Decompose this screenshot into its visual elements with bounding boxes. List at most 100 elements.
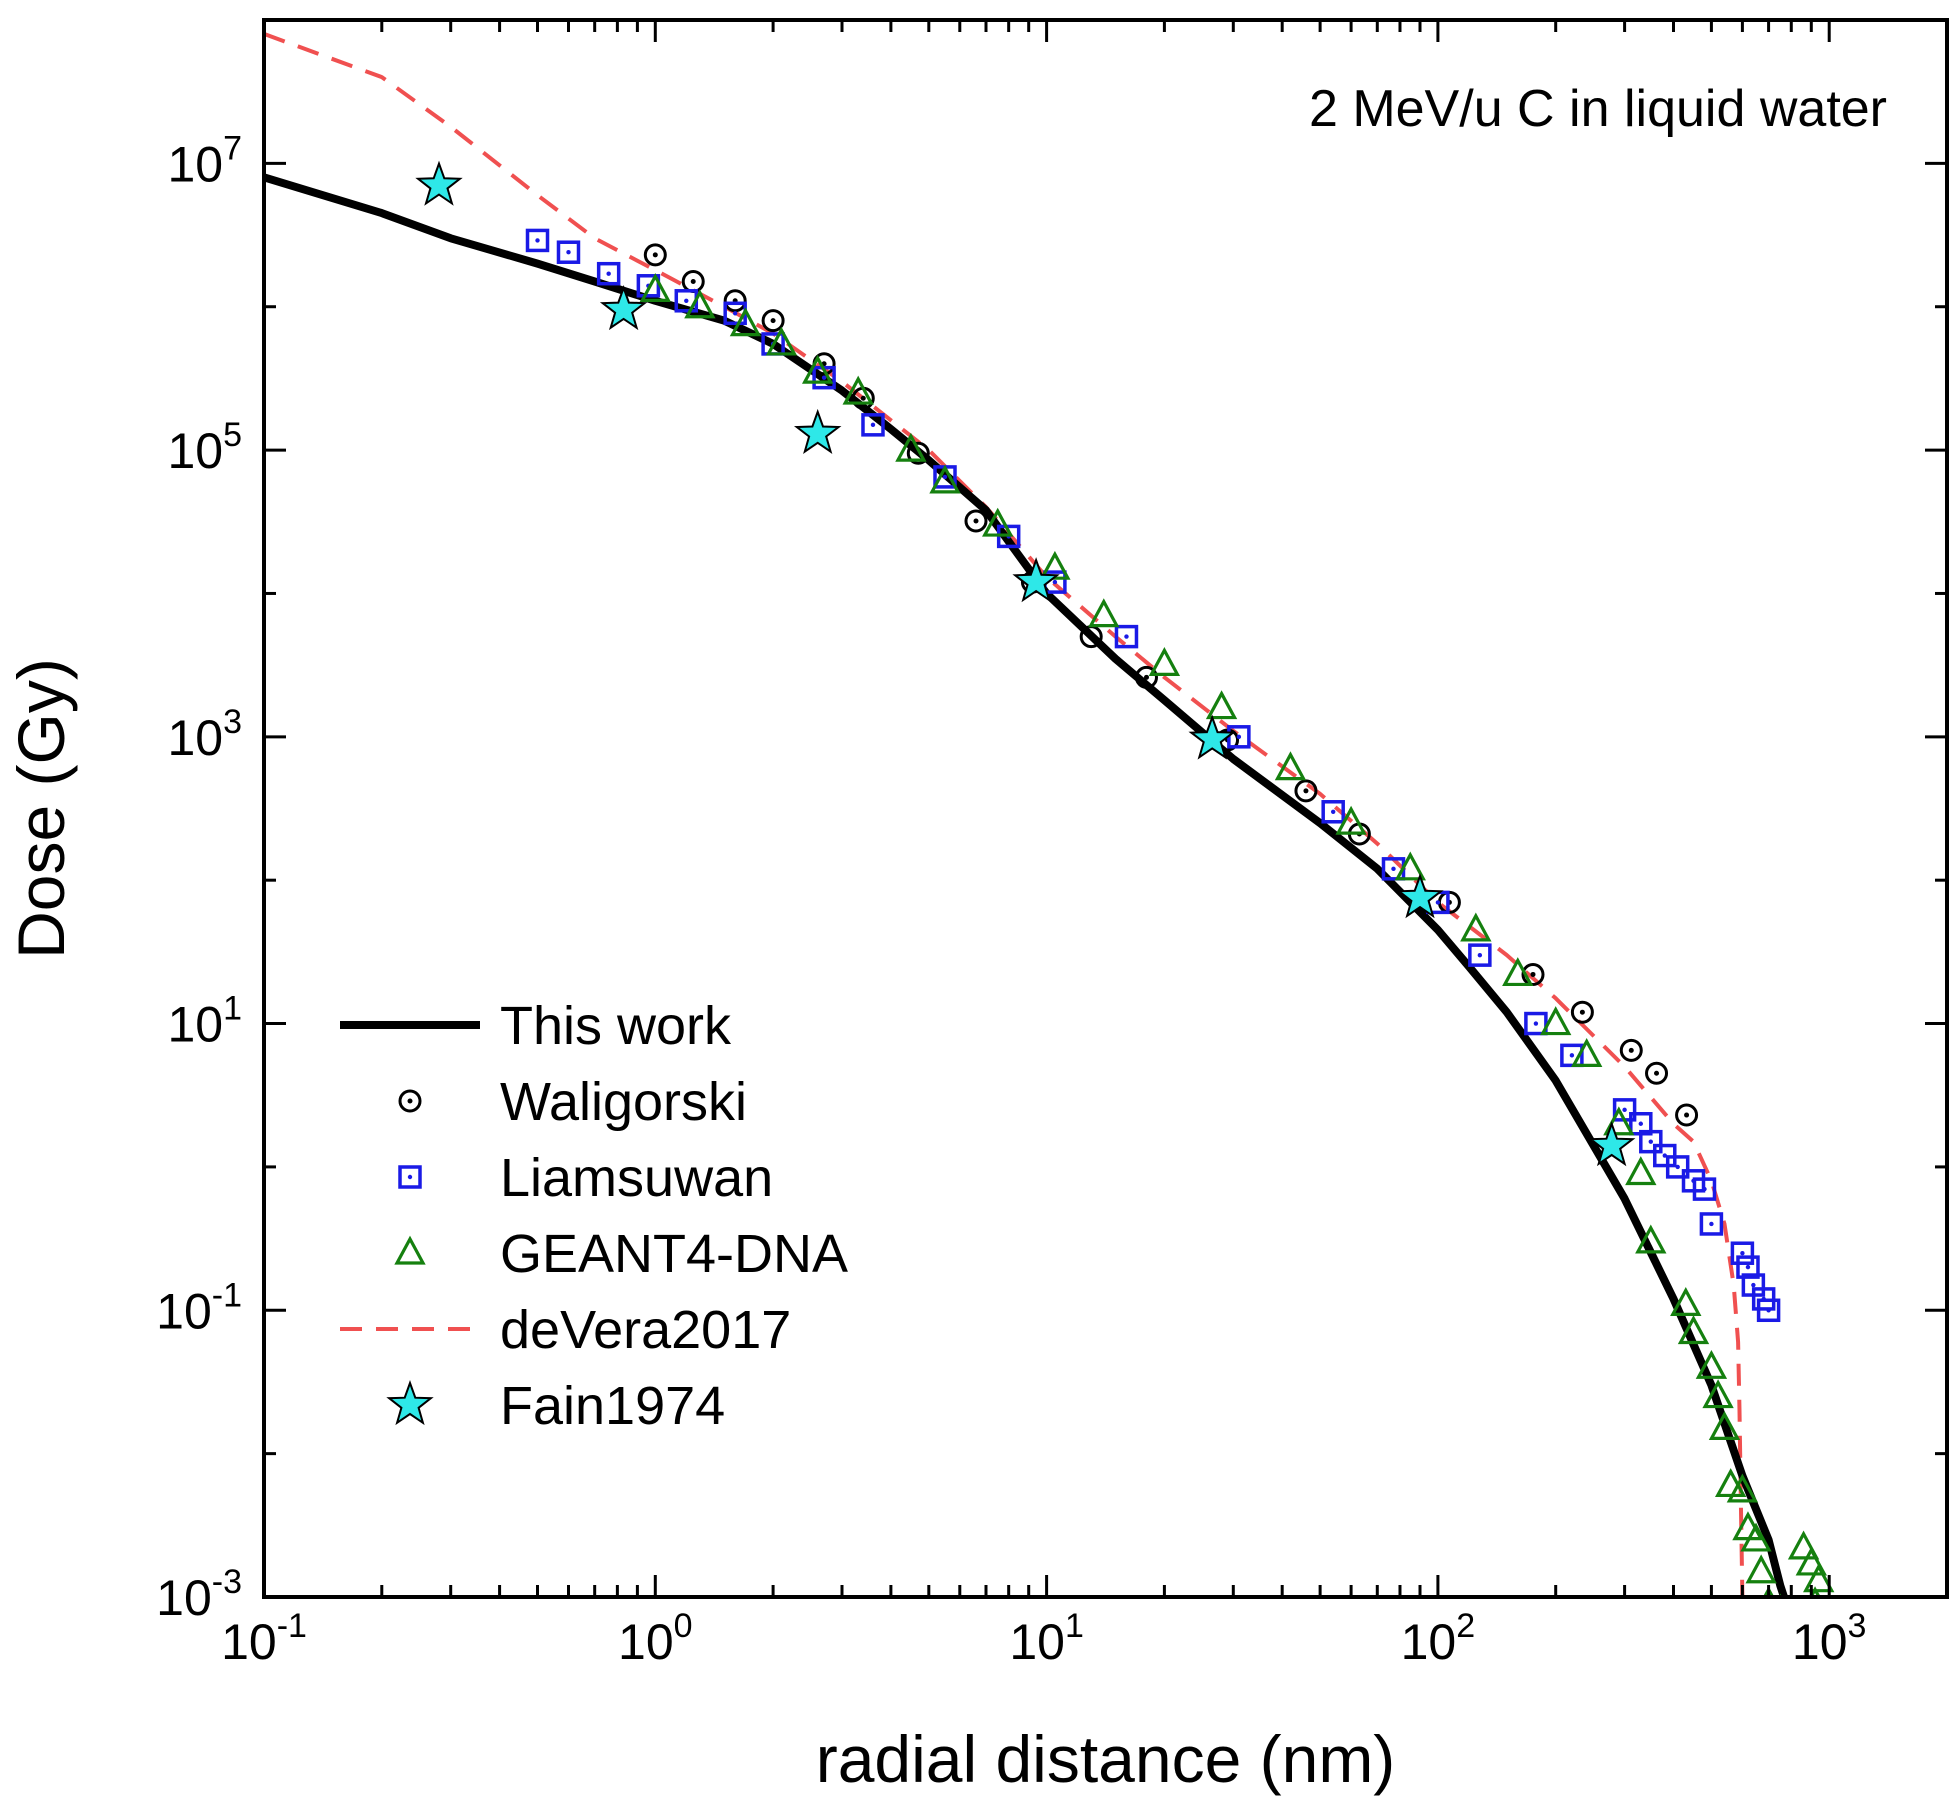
y-tick-label: 103 bbox=[167, 703, 242, 766]
x-axis-title: radial distance (nm) bbox=[816, 1722, 1396, 1796]
data-point-waligorski bbox=[723, 289, 747, 313]
data-point-geant4-dna bbox=[801, 354, 834, 384]
legend-label: Waligorski bbox=[500, 1072, 747, 1132]
data-point-geant4-dna bbox=[1570, 1037, 1603, 1067]
legend: This work Waligorski Liamsuwan GEANT4-DNA de… bbox=[340, 996, 848, 1436]
legend-item-this-work: This work bbox=[340, 996, 732, 1056]
data-point-geant4-dna bbox=[1460, 912, 1492, 942]
data-point-waligorski bbox=[1675, 1103, 1699, 1127]
y-tick-label: 105 bbox=[167, 416, 242, 479]
data-point-geant4-dna bbox=[1335, 805, 1367, 835]
data-point-liamsuwan bbox=[1114, 624, 1139, 649]
data-point-geant4-dna bbox=[1148, 647, 1181, 676]
legend-label: deVera2017 bbox=[500, 1300, 791, 1360]
data-point-liamsuwan bbox=[1524, 1011, 1548, 1036]
y-tick-label: 10-1 bbox=[156, 1276, 242, 1339]
data-point-liamsuwan bbox=[1468, 943, 1492, 967]
data-point-fain1974 bbox=[1587, 1121, 1636, 1167]
legend-swatch bbox=[394, 1235, 426, 1265]
data-point-geant4-dna bbox=[1635, 1224, 1667, 1254]
data-point-geant4-dna bbox=[1394, 851, 1426, 881]
data-point-waligorski bbox=[1294, 779, 1318, 803]
data-point-geant4-dna bbox=[1695, 1349, 1728, 1379]
legend-label: Liamsuwan bbox=[500, 1148, 773, 1208]
data-point-liamsuwan bbox=[1321, 800, 1345, 824]
data-point-geant4-dna bbox=[842, 375, 874, 405]
data-point-liamsuwan bbox=[556, 240, 581, 264]
data-point-liamsuwan bbox=[1665, 1155, 1690, 1179]
chart-annotation: 2 MeV/u C in liquid water bbox=[1309, 80, 1887, 138]
legend-item-liamsuwan: Liamsuwan bbox=[398, 1148, 773, 1208]
data-point-liamsuwan bbox=[1692, 1177, 1717, 1201]
data-point-geant4-dna bbox=[639, 273, 671, 302]
data-point-geant4-dna bbox=[1787, 1530, 1820, 1560]
data-point-geant4-dna bbox=[1795, 1546, 1827, 1576]
data-point-geant4-dna bbox=[1502, 957, 1534, 987]
legend-label: Fain1974 bbox=[500, 1376, 725, 1436]
data-point-waligorski bbox=[643, 243, 667, 267]
y-tick-label: 10-3 bbox=[156, 1563, 242, 1626]
data-point-geant4-dna bbox=[684, 289, 716, 319]
data-point-geant4-dna bbox=[1274, 751, 1307, 781]
data-point-geant4-dna bbox=[1809, 1586, 1821, 1597]
series-this-work bbox=[264, 173, 1789, 1597]
legend-swatch bbox=[398, 1165, 422, 1189]
data-point-waligorski bbox=[1521, 962, 1545, 986]
x-tick-label: 10-1 bbox=[221, 1607, 307, 1670]
legend-item-devera2017: deVera2017 bbox=[340, 1300, 791, 1360]
data-point-geant4-dna bbox=[1625, 1156, 1657, 1186]
data-point-geant4-dna bbox=[982, 507, 1014, 537]
data-point-geant4-dna bbox=[1088, 598, 1120, 628]
data-point-waligorski bbox=[1079, 625, 1103, 649]
series-waligorski bbox=[643, 243, 1699, 1127]
data-point-geant4-dna bbox=[1039, 550, 1071, 580]
data-point-geant4-dna bbox=[1740, 1522, 1772, 1552]
data-point-geant4-dna bbox=[1778, 1593, 1783, 1597]
data-point-fain1974 bbox=[793, 408, 842, 454]
legend-swatch bbox=[386, 1380, 434, 1426]
x-tick-label: 101 bbox=[1009, 1607, 1084, 1670]
data-point-liamsuwan bbox=[1756, 1298, 1781, 1323]
data-point-waligorski bbox=[1134, 665, 1158, 689]
series-line-this-work bbox=[264, 173, 1789, 1597]
data-point-geant4-dna bbox=[1670, 1286, 1702, 1316]
data-point-liamsuwan bbox=[861, 413, 885, 437]
legend-label: GEANT4-DNA bbox=[500, 1224, 848, 1284]
legend-item-fain1974: Fain1974 bbox=[386, 1376, 725, 1436]
data-point-fain1974 bbox=[599, 284, 648, 331]
data-point-fain1974 bbox=[1012, 557, 1060, 603]
x-tick-label: 103 bbox=[1792, 1607, 1867, 1670]
data-point-geant4-dna bbox=[729, 307, 762, 337]
series-devera2017 bbox=[264, 32, 1745, 1597]
data-point-geant4-dna bbox=[1745, 1554, 1777, 1584]
data-point-geant4-dna bbox=[895, 432, 927, 462]
legend-item-waligorski: Waligorski bbox=[398, 1072, 747, 1132]
data-point-waligorski bbox=[1645, 1061, 1669, 1085]
data-point-geant4-dna bbox=[1708, 1411, 1741, 1440]
y-tick-label: 107 bbox=[167, 129, 242, 192]
data-point-geant4-dna bbox=[1603, 1106, 1635, 1136]
data-point-waligorski bbox=[1619, 1038, 1643, 1062]
data-point-fain1974 bbox=[1396, 873, 1444, 919]
series-line-devera2017 bbox=[264, 32, 1745, 1597]
data-point-waligorski bbox=[964, 509, 988, 533]
data-point-geant4-dna bbox=[929, 464, 961, 494]
data-point-geant4-dna bbox=[1726, 1473, 1759, 1503]
data-point-fain1974 bbox=[415, 160, 463, 206]
data-point-geant4-dna bbox=[1677, 1315, 1710, 1345]
data-point-geant4-dna bbox=[1540, 1006, 1572, 1036]
data-point-geant4-dna bbox=[765, 326, 798, 356]
data-point-waligorski bbox=[681, 269, 705, 293]
series-layer bbox=[264, 32, 1835, 1597]
data-point-geant4-dna bbox=[1702, 1379, 1734, 1409]
y-tick-label: 101 bbox=[167, 990, 242, 1053]
data-point-geant4-dna bbox=[1205, 690, 1238, 720]
data-point-liamsuwan bbox=[1639, 1129, 1663, 1154]
legend-item-geant4-dna: GEANT4-DNA bbox=[394, 1224, 848, 1284]
x-tick-label: 100 bbox=[618, 1607, 693, 1670]
data-point-liamsuwan bbox=[1736, 1255, 1760, 1279]
data-point-fain1974 bbox=[1188, 714, 1236, 760]
data-point-waligorski bbox=[761, 309, 785, 333]
data-point-liamsuwan bbox=[1730, 1241, 1755, 1265]
